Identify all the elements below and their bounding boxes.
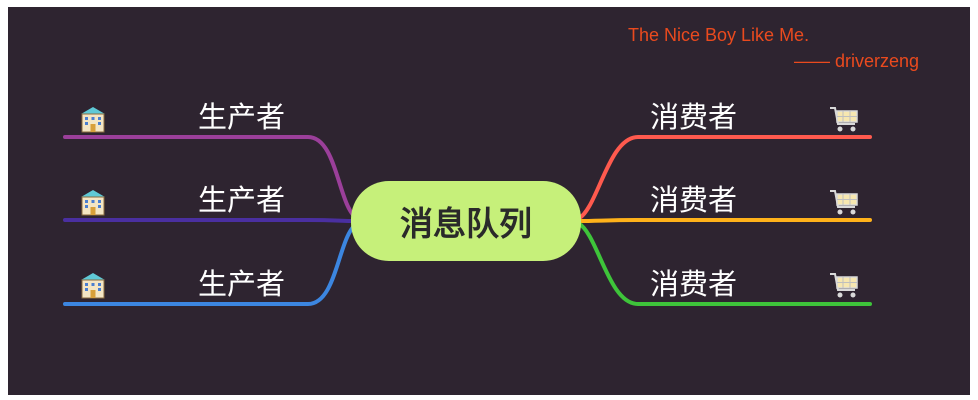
producer-branch-2 (63, 218, 360, 223)
producer-label: 生产者 (198, 183, 286, 217)
consumer-label: 消费者 (650, 267, 738, 301)
shopping-cart-icon (828, 270, 858, 300)
consumer-label: 消费者 (650, 100, 738, 134)
producer-label: 生产者 (198, 267, 286, 301)
quote-text: The Nice Boy Like Me. (628, 25, 810, 45)
consumer-branch-3 (576, 221, 872, 306)
building-icon (78, 188, 108, 218)
shopping-cart-icon (828, 104, 858, 134)
message-queue-node: 消息队列 (351, 181, 581, 261)
consumer-label: 消费者 (650, 183, 738, 217)
consumer-branch-2 (576, 218, 872, 223)
producer-label: 生产者 (198, 100, 286, 134)
building-icon (78, 271, 108, 301)
quote-author: —— driverzeng (794, 51, 920, 71)
shopping-cart-icon (828, 187, 858, 217)
center-label: 消息队列 (400, 204, 532, 243)
consumer-branch-1 (576, 135, 872, 221)
mindmap-canvas: 生产者 生产者 生产者 消息队列 消费者 消费者 消费者 (8, 7, 970, 395)
building-icon (78, 105, 108, 135)
